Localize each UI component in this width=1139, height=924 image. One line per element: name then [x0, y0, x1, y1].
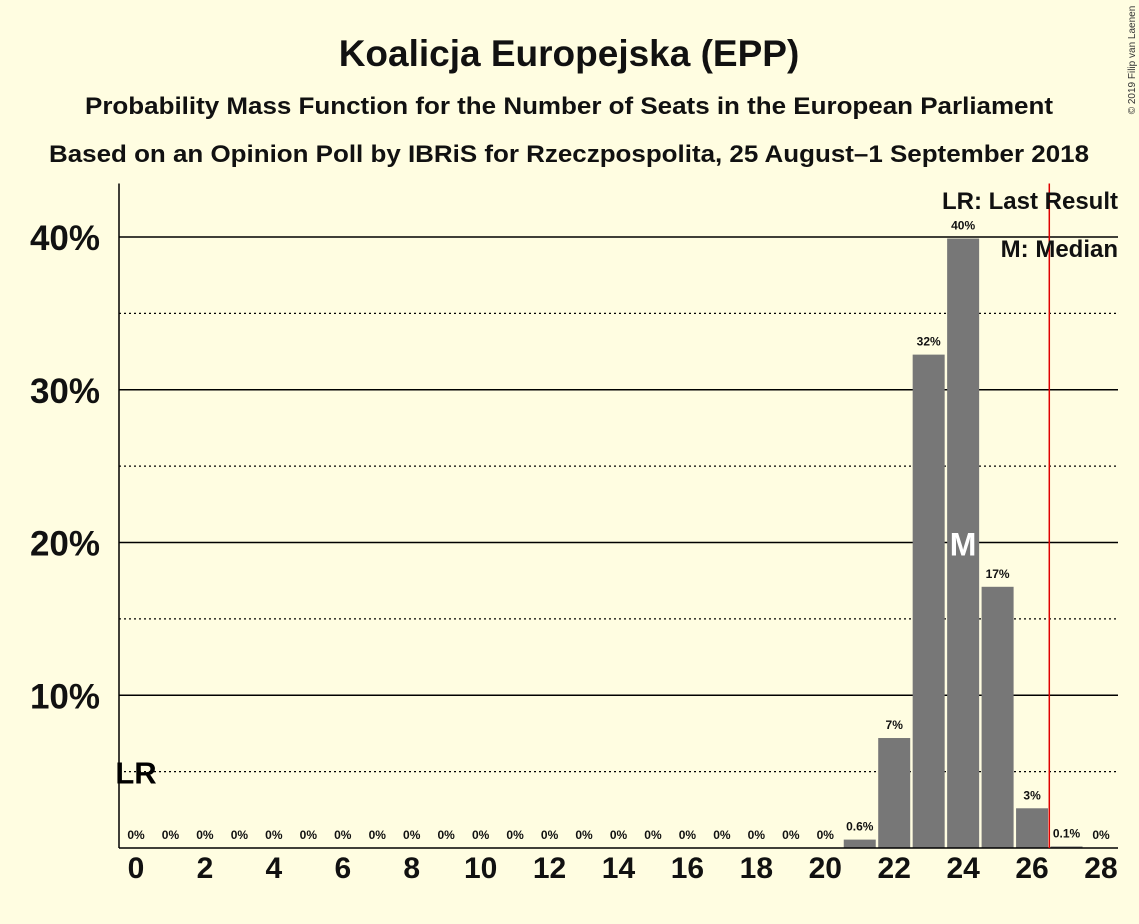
- data-label-seat-23: 32%: [917, 335, 941, 349]
- y-tick-labels: 10% 20% 30% 40%: [30, 219, 100, 716]
- bar-seat-26: [1016, 808, 1049, 848]
- data-label-seat-15: 0%: [644, 828, 662, 842]
- data-label-seat-3: 0%: [231, 828, 249, 842]
- x-tick-label-8: 8: [403, 852, 420, 885]
- bar-seat-24: [947, 238, 980, 849]
- data-label-seat-14: 0%: [610, 828, 628, 842]
- data-label-seat-18: 0%: [748, 828, 766, 842]
- chart-source: Based on an Opinion Poll by IBRiS for Rz…: [49, 141, 1089, 168]
- data-label-seat-20: 0%: [817, 828, 835, 842]
- data-label-seat-5: 0%: [300, 828, 318, 842]
- chart-title: Koalicja Europejska (EPP): [339, 33, 800, 74]
- data-label-seat-2: 0%: [196, 828, 214, 842]
- data-label-seat-12: 0%: [541, 828, 559, 842]
- data-label-seat-8: 0%: [403, 828, 421, 842]
- last-result-marker: LR: [115, 756, 156, 791]
- data-label-seat-19: 0%: [782, 828, 800, 842]
- data-label-seat-26: 3%: [1023, 788, 1041, 802]
- data-label-seat-0: 0%: [127, 828, 145, 842]
- data-label-seat-16: 0%: [679, 828, 697, 842]
- legend-last-result: LR: Last Result: [942, 188, 1118, 215]
- bar-seat-21: [843, 839, 876, 848]
- x-tick-label-10: 10: [464, 852, 497, 885]
- x-tick-label-22: 22: [878, 852, 911, 885]
- bar-seat-23: [912, 354, 945, 848]
- data-label-seat-6: 0%: [334, 828, 352, 842]
- data-label-seat-17: 0%: [713, 828, 731, 842]
- data-label-seat-25: 17%: [986, 567, 1010, 581]
- markers: M LR: [115, 183, 1051, 848]
- x-tick-label-2: 2: [197, 852, 214, 885]
- x-tick-label-6: 6: [334, 852, 351, 885]
- legend-median: M: Median: [1001, 236, 1118, 263]
- x-tick-label-0: 0: [128, 852, 145, 885]
- x-tick-label-20: 20: [809, 852, 842, 885]
- data-label-seat-21: 0.6%: [846, 820, 874, 834]
- data-label-seat-13: 0%: [575, 828, 593, 842]
- bar-seat-27: [1050, 846, 1083, 848]
- x-tick-label-4: 4: [266, 852, 283, 885]
- x-tick-label-12: 12: [533, 852, 566, 885]
- data-label-seat-27: 0.1%: [1053, 826, 1081, 840]
- x-tick-label-18: 18: [740, 852, 773, 885]
- x-tick-label-24: 24: [946, 852, 980, 885]
- x-tick-label-14: 14: [602, 852, 636, 885]
- data-label-seat-10: 0%: [472, 828, 490, 842]
- data-label-seat-11: 0%: [506, 828, 524, 842]
- bar-seat-22: [878, 738, 911, 848]
- y-tick-label-10: 10%: [30, 677, 100, 716]
- data-label-seat-22: 7%: [886, 718, 904, 732]
- x-tick-label-16: 16: [671, 852, 704, 885]
- x-tick-label-26: 26: [1015, 852, 1048, 885]
- axes: [118, 183, 1118, 849]
- bars: [843, 238, 1083, 849]
- data-label-seat-4: 0%: [265, 828, 283, 842]
- data-label-seat-9: 0%: [438, 828, 456, 842]
- y-tick-label-30: 30%: [30, 372, 100, 411]
- copyright-text: © 2019 Filip van Laenen: [1127, 6, 1138, 115]
- data-label-seat-28: 0%: [1092, 828, 1110, 842]
- x-tick-labels: 0 2 4 6 8 10 12 14 16 18 20 22 24 26 28: [128, 852, 1118, 885]
- bar-seat-25: [981, 586, 1014, 848]
- y-tick-label-20: 20%: [30, 525, 100, 564]
- data-label-seat-24: 40%: [951, 219, 975, 233]
- x-tick-label-28: 28: [1084, 852, 1117, 885]
- chart-subtitle: Probability Mass Function for the Number…: [85, 93, 1053, 120]
- median-marker: M: [950, 526, 977, 562]
- data-label-seat-7: 0%: [369, 828, 387, 842]
- data-label-seat-1: 0%: [162, 828, 180, 842]
- data-labels: 0% 0% 0% 0% 0% 0% 0% 0% 0% 0% 0% 0% 0% 0% 0% 0% 0% 0% 0% 0%…: [127, 219, 1110, 842]
- y-tick-label-40: 40%: [30, 219, 100, 258]
